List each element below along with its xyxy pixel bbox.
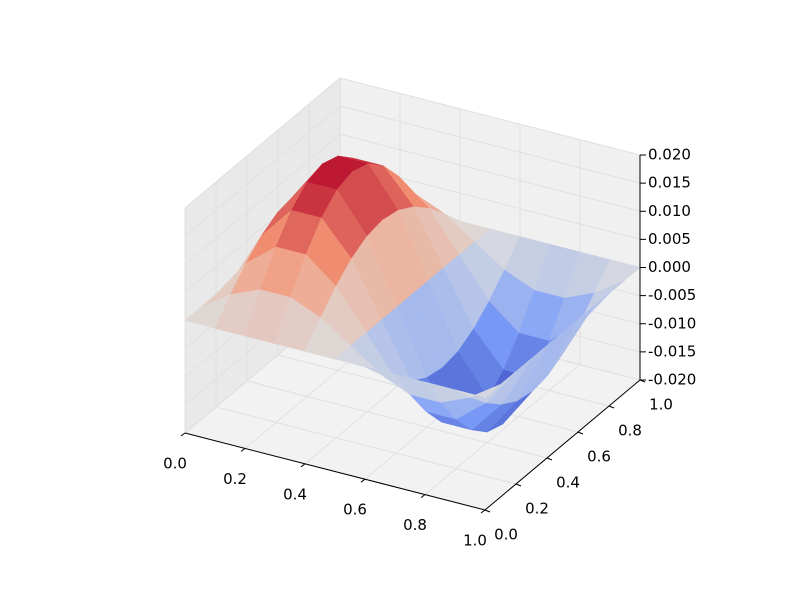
surface-patch — [454, 384, 501, 398]
z-tick-label: 0.015 — [648, 174, 691, 192]
tick-mark — [180, 432, 186, 437]
tick-mark — [480, 509, 486, 514]
grid-line — [246, 380, 548, 459]
z-tick-label: 0.000 — [648, 258, 691, 276]
z-tick-label: -0.015 — [648, 342, 696, 360]
x-tick-label: 1.0 — [463, 532, 487, 550]
z-tick-label: 0.010 — [648, 202, 691, 220]
grid-line — [184, 77, 341, 209]
x-tick-label: 0.0 — [163, 455, 187, 473]
tick-mark — [484, 509, 491, 513]
z-tick-label: -0.005 — [648, 286, 696, 304]
tick-mark — [420, 494, 426, 499]
grid-line — [184, 133, 341, 265]
grid-line — [184, 105, 341, 237]
y-tick-label: 0.2 — [525, 500, 549, 518]
grid-line — [424, 364, 581, 495]
grid-line — [215, 406, 517, 485]
surface — [184, 155, 641, 433]
x-tick-label: 0.2 — [223, 470, 247, 488]
y-tick-label: 0.6 — [587, 448, 611, 466]
y-axis — [484, 379, 641, 511]
tick-mark — [515, 483, 522, 487]
tick-mark — [360, 478, 366, 483]
grid-line — [339, 133, 641, 212]
x-tick-label: 0.8 — [403, 516, 427, 534]
axes: 0.0 0.2 0.4 0.6 0.8 1.0 0.0 0.2 0.4 0.6 0.8 1.0 -0.0… — [163, 146, 696, 550]
tick-mark — [240, 447, 246, 452]
y-tick-label: 0.4 — [556, 474, 580, 492]
tick-mark — [546, 457, 553, 461]
z-tick-label: 0.005 — [648, 230, 691, 248]
grid-line — [339, 105, 641, 184]
y-tick-label: 0.0 — [494, 526, 518, 544]
tick-mark — [608, 405, 615, 409]
x-axis — [184, 432, 486, 511]
y-tick-label: 0.8 — [618, 422, 642, 440]
grid-line — [339, 77, 641, 156]
tick-mark — [300, 463, 306, 468]
y-tick-label: 1.0 — [649, 396, 673, 414]
z-tick-label: -0.020 — [648, 371, 696, 389]
tick-mark — [577, 431, 584, 435]
x-tick-label: 0.6 — [343, 501, 367, 519]
x-tick-label: 0.4 — [283, 485, 307, 503]
z-tick-label: 0.020 — [648, 146, 691, 164]
z-tick-label: -0.010 — [648, 314, 696, 332]
